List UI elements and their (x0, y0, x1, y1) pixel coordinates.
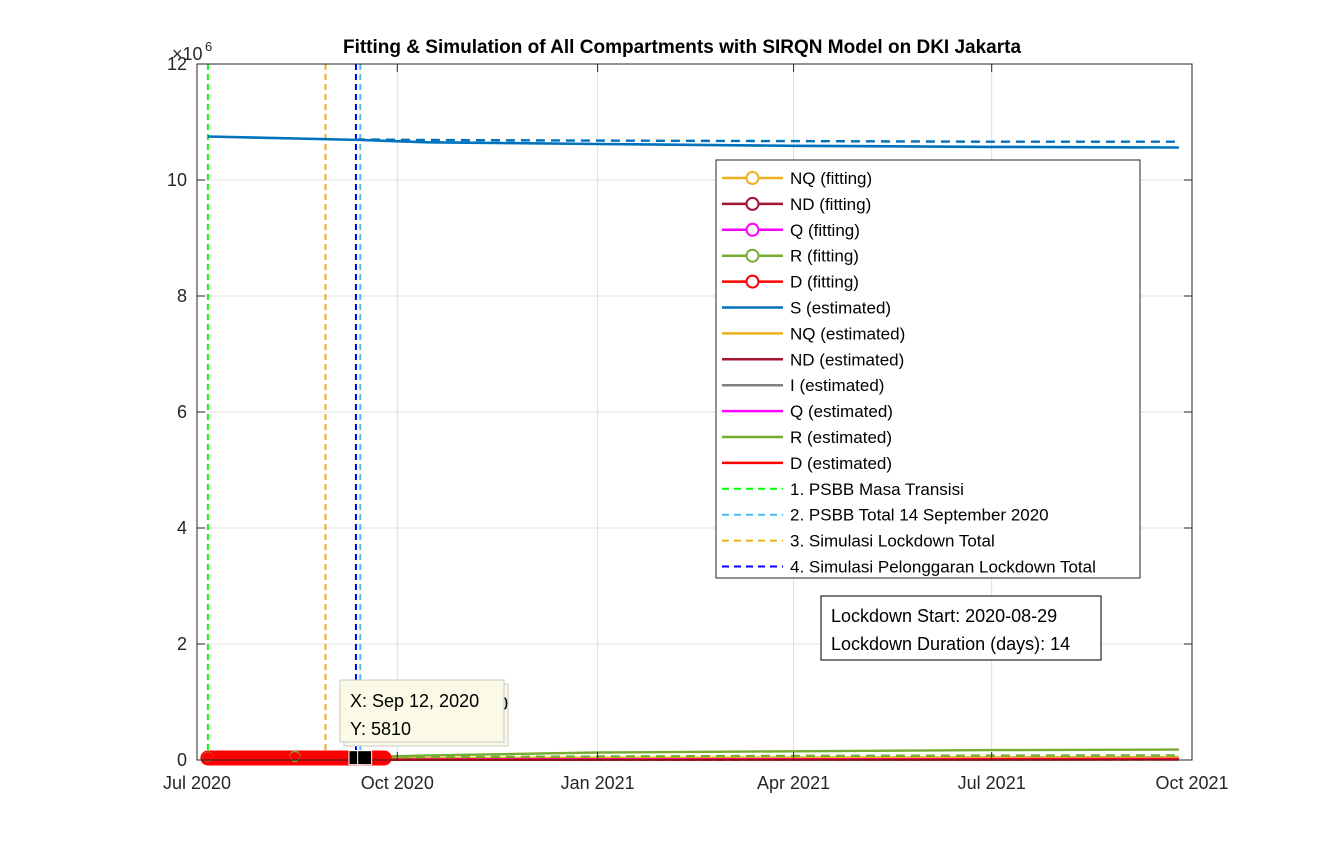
legend-label: ND (estimated) (790, 350, 904, 369)
annotation-lockdown-duration: Lockdown Duration (days): 14 (831, 634, 1070, 654)
legend-label: S (estimated) (790, 299, 891, 318)
legend-label: R (fitting) (790, 247, 859, 266)
legend-label: D (fitting) (790, 273, 859, 292)
legend-label: 2. PSBB Total 14 September 2020 (790, 506, 1049, 525)
legend-label: I (estimated) (790, 376, 884, 395)
y-tick-label: 0 (177, 750, 187, 770)
annotation-lockdown-start: Lockdown Start: 2020-08-29 (831, 606, 1057, 626)
x-tick-label: Jul 2021 (958, 773, 1026, 793)
data-tip[interactable]: 20 X: Sep 12, 2020 Y: 5810 (340, 680, 508, 746)
datatip-x: X: Sep 12, 2020 (350, 691, 479, 711)
datatip-y: Y: 5810 (350, 719, 411, 739)
y-exponent-base: ×10 (172, 44, 203, 64)
y-exponent-power: 6 (205, 39, 212, 54)
datatip-markers[interactable] (349, 751, 372, 765)
legend-label: 4. Simulasi Pelonggaran Lockdown Total (790, 558, 1096, 577)
legend-label: 3. Simulasi Lockdown Total (790, 532, 995, 551)
y-tick-label: 10 (167, 170, 187, 190)
legend-label: Q (fitting) (790, 221, 860, 240)
legend-label: NQ (estimated) (790, 324, 905, 343)
legend-label: R (estimated) (790, 428, 892, 447)
legend-marker (747, 198, 759, 210)
y-tick-label: 2 (177, 634, 187, 654)
legend-label: NQ (fitting) (790, 169, 872, 188)
x-tick-label: Jan 2021 (561, 773, 635, 793)
legend-marker (747, 172, 759, 184)
legend-label: D (estimated) (790, 454, 892, 473)
legend-marker (747, 276, 759, 288)
x-tick-label: Oct 2020 (361, 773, 434, 793)
legend-label: 1. PSBB Masa Transisi (790, 480, 964, 499)
legend[interactable]: NQ (fitting) ND (fitting) Q (fitting) R (fi… (716, 160, 1140, 578)
legend-marker (747, 250, 759, 262)
y-tick-label: 6 (177, 402, 187, 422)
x-tick-label: Oct 2021 (1155, 773, 1228, 793)
y-tick-label: 8 (177, 286, 187, 306)
annotation-box[interactable]: Lockdown Start: 2020-08-29 Lockdown Dura… (821, 596, 1101, 660)
x-tick-label: Apr 2021 (757, 773, 830, 793)
chart-title: Fitting & Simulation of All Compartments… (343, 37, 1021, 58)
legend-marker (747, 224, 759, 236)
x-tick-label: Jul 2020 (163, 773, 231, 793)
datatip-marker[interactable] (358, 751, 372, 765)
y-tick-label: 4 (177, 518, 187, 538)
legend-label: Q (estimated) (790, 402, 893, 421)
legend-label: ND (fitting) (790, 195, 871, 214)
